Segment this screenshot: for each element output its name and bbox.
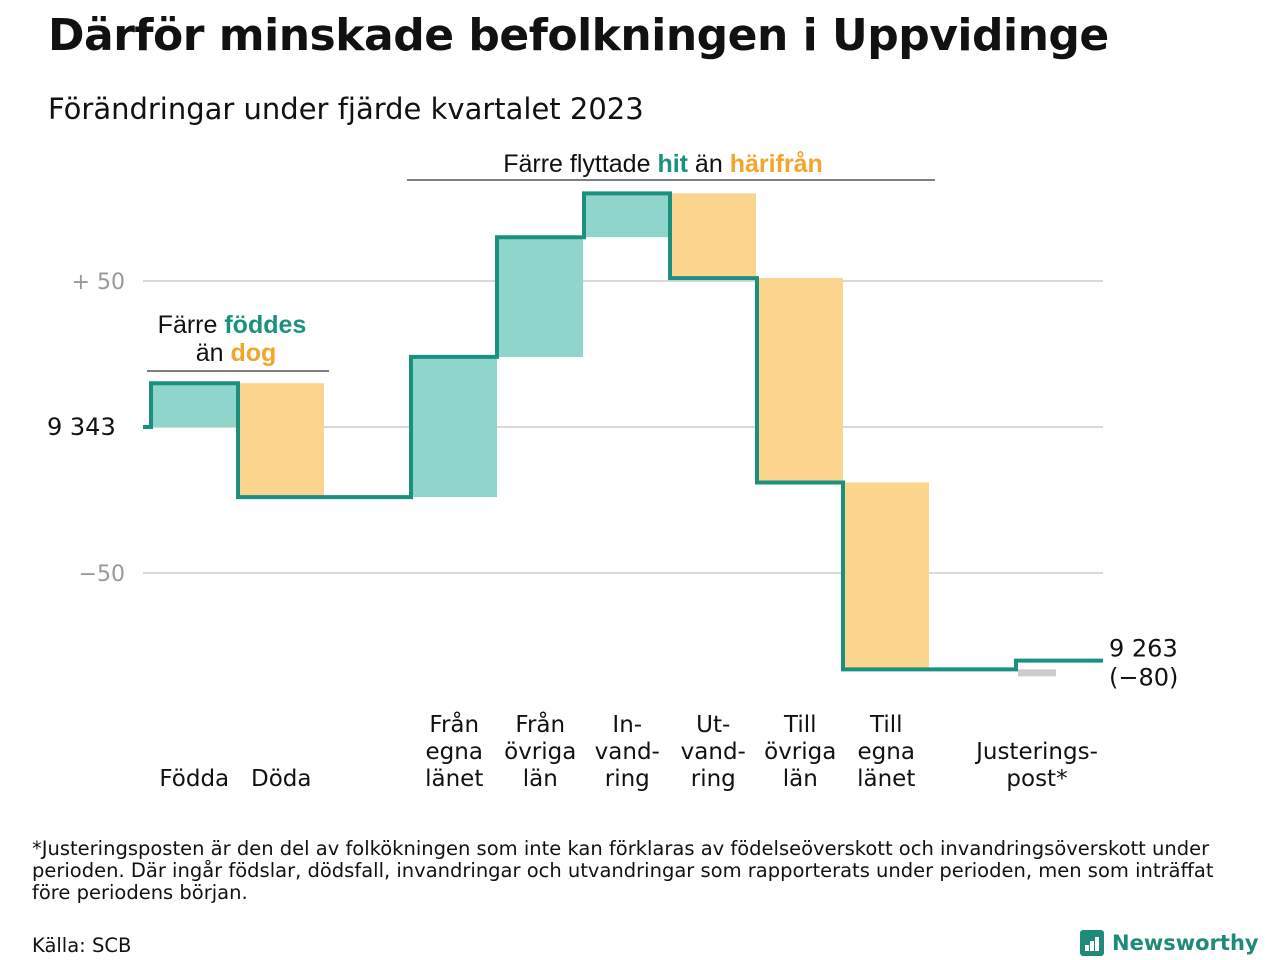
chart-title: Därför minskade befolkningen i Uppviding…: [48, 10, 1109, 61]
brand-name: Newsworthy: [1112, 931, 1259, 955]
bar: [411, 356, 497, 498]
annotation-births-line1: Färre föddes: [158, 311, 307, 339]
waterfall-chart: + 50 −50 9 343 9 263(−80) Födda Döda Från egna l…: [47, 150, 1178, 792]
series-line: [143, 191, 1103, 672]
annotation-births-line2: än dog: [196, 339, 277, 367]
source-note: Källa: SCB: [32, 934, 132, 957]
x-tick-label: Döda: [251, 766, 311, 792]
bar: [1018, 669, 1056, 677]
bar: [497, 237, 583, 357]
brand-logo: Newsworthy: [1080, 928, 1259, 958]
bar: [670, 193, 756, 279]
x-tick-label: Födda: [159, 766, 229, 792]
x-tick-label: Till övriga län: [764, 712, 836, 792]
x-tick-label: Från övriga län: [504, 710, 576, 792]
x-tick-label: Justerings-post*: [974, 739, 1098, 792]
y-tick-label: + 50: [72, 270, 125, 295]
bar: [757, 278, 843, 483]
x-tick-label: Ut-vand-ring: [681, 712, 746, 792]
footnote: *Justeringsposten är den del av folkökni…: [32, 837, 1214, 904]
x-tick-label: Till egna länet: [857, 712, 915, 792]
chart-subtitle: Förändringar under fjärde kvartalet 2023: [48, 92, 644, 126]
bar: [584, 193, 670, 238]
x-tick-label: Från egna länet: [425, 710, 483, 792]
y-tick-label: −50: [79, 562, 125, 587]
bar: [843, 482, 929, 670]
change-label: (−80): [1109, 664, 1178, 692]
bar: [238, 383, 324, 498]
start-value-label: 9 343: [47, 413, 116, 441]
x-tick-label: In-vand-ring: [595, 712, 660, 792]
annotation-moves: Färre flyttade hit än härifrån: [503, 150, 823, 178]
end-value-label: 9 263: [1109, 635, 1178, 663]
bar: [151, 383, 237, 427]
bar-chart-icon: [1080, 930, 1104, 956]
